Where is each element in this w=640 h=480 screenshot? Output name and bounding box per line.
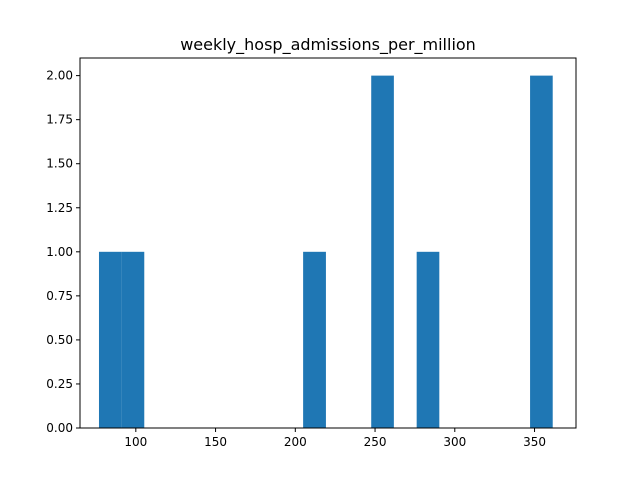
chart-title: weekly_hosp_admissions_per_million [180,35,476,55]
x-tick-label: 200 [284,435,307,449]
y-tick-label: 0.00 [46,421,73,435]
plot-frame [79,57,577,429]
bars-group [98,75,553,428]
y-tick-label: 2.00 [46,69,73,83]
y-tick-label: 0.75 [46,289,73,303]
histogram-bar-3 [371,75,394,428]
y-tick-label: 1.75 [46,113,73,127]
y-tick-label: 1.25 [46,201,73,215]
y-tick-label: 0.25 [46,377,73,391]
y-tick-label: 1.50 [46,157,73,171]
histogram-bar-0 [98,251,122,428]
x-tick-label: 300 [443,435,466,449]
y-tick-label: 0.50 [46,333,73,347]
x-axis: 100 150 200 250 300 350 [124,428,546,449]
x-tick-label: 250 [364,435,387,449]
y-tick-label: 1.00 [46,245,73,259]
histogram-bar-4 [416,251,440,428]
y-axis: 0.00 0.25 0.50 0.75 1.00 1.25 1.50 1.75 2.00 [46,69,80,435]
histogram-bar-1 [121,251,145,428]
x-tick-label: 350 [523,435,546,449]
x-tick-label: 100 [124,435,147,449]
histogram-bar-2 [303,251,326,428]
x-tick-label: 150 [204,435,227,449]
histogram-bar-5 [530,75,553,428]
